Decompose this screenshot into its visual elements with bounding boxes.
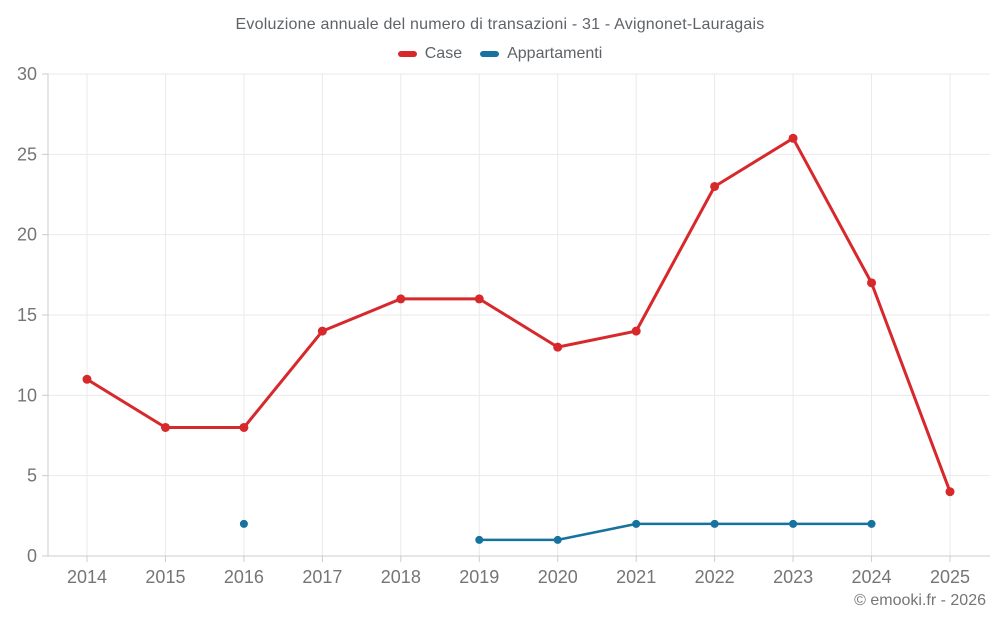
- x-axis-tick-label: 2019: [459, 567, 499, 587]
- x-axis-tick-label: 2017: [302, 567, 342, 587]
- y-axis-tick-label: 5: [27, 466, 37, 486]
- y-axis-tick-label: 10: [17, 385, 37, 405]
- x-axis-tick-label: 2014: [67, 567, 107, 587]
- legend-item-case[interactable]: Case: [397, 45, 463, 63]
- case-series-swatch-icon: [397, 51, 417, 57]
- data-point-case-2014[interactable]: [82, 374, 92, 384]
- data-point-appartamenti-2019[interactable]: [475, 535, 484, 544]
- y-axis-tick-label: 30: [17, 64, 37, 84]
- legend-label-appartamenti: Appartamenti: [507, 45, 603, 62]
- data-point-case-2019[interactable]: [474, 294, 484, 304]
- data-point-appartamenti-2016[interactable]: [239, 519, 248, 528]
- series-line-case: [85, 136, 952, 494]
- legend-label-case: Case: [424, 45, 463, 62]
- x-axis-tick-label: 2021: [616, 567, 656, 587]
- chart-title: Evoluzione annuale del numero di transaz…: [235, 16, 765, 33]
- data-point-case-2021[interactable]: [631, 326, 641, 336]
- x-axis-tick-label: 2025: [930, 567, 970, 587]
- y-axis-tick-label: 15: [17, 305, 37, 325]
- data-point-case-2020[interactable]: [553, 342, 563, 352]
- data-point-case-2017[interactable]: [317, 326, 327, 336]
- data-point-appartamenti-2024[interactable]: [867, 519, 876, 528]
- data-point-appartamenti-2022[interactable]: [710, 519, 719, 528]
- data-point-appartamenti-2021[interactable]: [632, 519, 641, 528]
- data-point-case-2016[interactable]: [239, 422, 249, 432]
- appartamenti-series-swatch-icon: [480, 51, 500, 57]
- y-axis-tick-label: 20: [17, 225, 37, 245]
- y-axis-tick-label: 0: [27, 546, 37, 566]
- series-line-appartamenti: [478, 522, 873, 542]
- data-point-appartamenti-2020[interactable]: [553, 535, 562, 544]
- x-axis-tick-label: 2024: [852, 567, 892, 587]
- x-axis-tick-label: 2015: [145, 567, 185, 587]
- data-point-case-2018[interactable]: [396, 294, 406, 304]
- legend-item-appartamenti[interactable]: Appartamenti: [480, 45, 602, 63]
- x-axis-tick-label: 2023: [773, 567, 813, 587]
- data-point-case-2015[interactable]: [160, 422, 170, 432]
- data-point-case-2025[interactable]: [945, 487, 955, 497]
- data-point-case-2024[interactable]: [867, 278, 877, 288]
- x-axis-tick-label: 2018: [381, 567, 421, 587]
- data-point-case-2023[interactable]: [788, 133, 798, 143]
- x-axis-tick-label: 2016: [224, 567, 264, 587]
- data-point-appartamenti-2023[interactable]: [789, 519, 798, 528]
- chart-legend: Case Appartamenti: [0, 45, 1000, 63]
- x-axis-tick-label: 2020: [538, 567, 578, 587]
- x-axis-tick-label: 2022: [695, 567, 735, 587]
- data-point-case-2022[interactable]: [710, 181, 720, 191]
- copyright-credit: © emooki.fr - 2026: [854, 592, 986, 609]
- y-axis-tick-label: 25: [17, 144, 37, 164]
